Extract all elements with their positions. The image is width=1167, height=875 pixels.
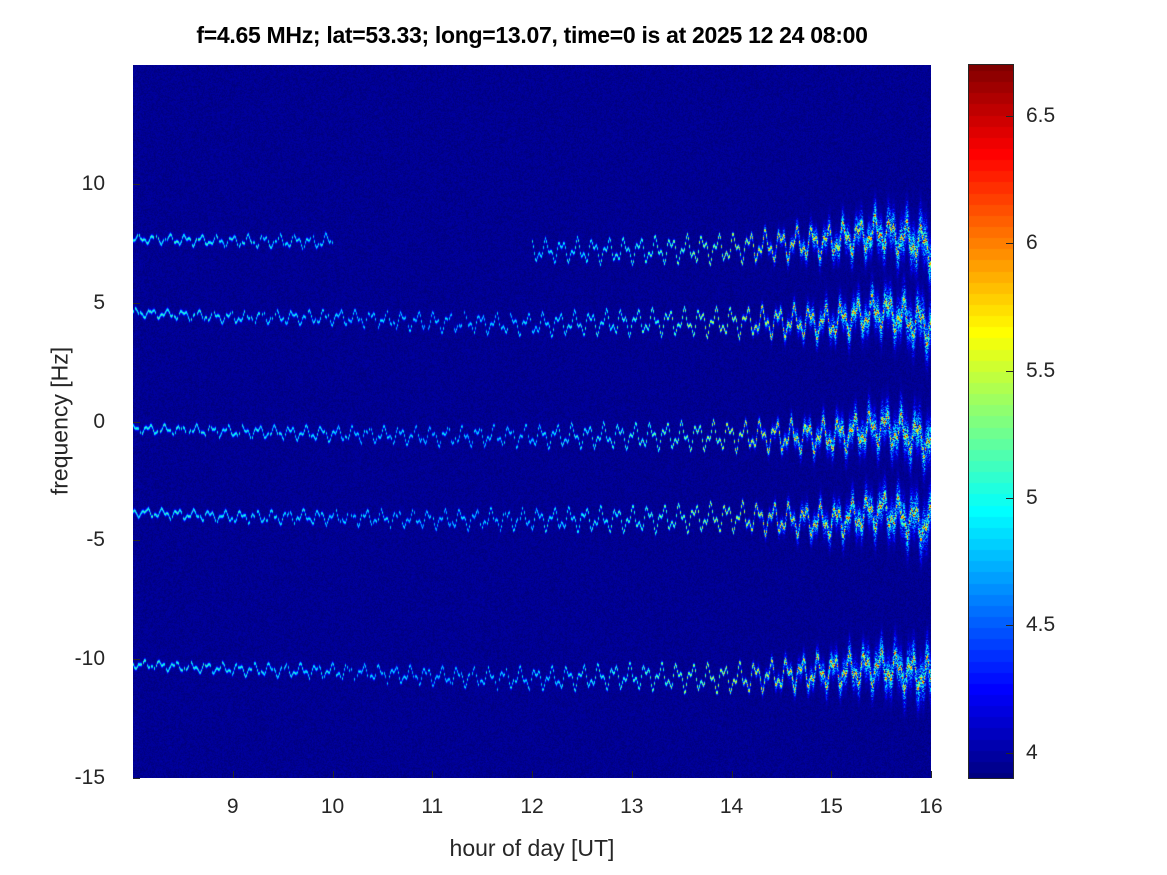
colorbar-tick-label: 5 [1026, 485, 1038, 509]
colorbar-tick-mark [1006, 752, 1013, 754]
colorbar-tick-label: 4.5 [1026, 613, 1056, 637]
colorbar-tick-label: 5.5 [1026, 358, 1056, 382]
colorbar-tick-label: 6.5 [1026, 103, 1056, 127]
y-tick-mark [133, 540, 140, 542]
y-tick-label: 0 [93, 409, 105, 433]
x-tick-label: 10 [320, 795, 345, 818]
x-tick-mark [831, 771, 833, 778]
y-tick-mark [133, 659, 140, 661]
x-axis-label: hour of day [UT] [449, 835, 615, 861]
y-tick-mark [133, 778, 140, 779]
x-tick-label: 14 [719, 795, 744, 818]
colorbar-tick-label: 6 [1026, 231, 1038, 255]
chart-title: f=4.65 MHz; lat=53.33; long=13.07, time=… [196, 22, 868, 48]
spectrogram-heatmap [133, 65, 931, 778]
y-tick-label: 10 [81, 171, 105, 195]
y-tick-mark [133, 302, 140, 304]
x-tick-label: 11 [421, 795, 444, 818]
y-tick-mark [133, 421, 140, 423]
y-tick-label: -15 [74, 766, 105, 789]
colorbar-tick-mark [1006, 243, 1013, 245]
x-tick-label: 15 [819, 795, 843, 818]
x-tick-label: 9 [226, 795, 239, 818]
y-tick-label: -10 [74, 647, 105, 671]
colorbar-tick-mark [1006, 370, 1013, 372]
colorbar-tick-mark [1006, 115, 1013, 117]
x-tick-label: 16 [919, 795, 943, 818]
y-tick-mark [133, 183, 140, 185]
x-tick-mark [931, 771, 932, 778]
y-tick-label: -5 [86, 528, 105, 552]
colorbar [968, 64, 1014, 779]
colorbar-tick-label: 4 [1026, 740, 1038, 764]
x-tick-mark [731, 771, 733, 778]
x-tick-label: 12 [520, 795, 544, 818]
x-tick-label: 13 [620, 795, 644, 818]
y-tick-label: 5 [93, 290, 105, 314]
x-tick-mark [532, 771, 533, 778]
x-tick-mark [332, 771, 334, 778]
x-tick-mark [432, 771, 434, 778]
colorbar-tick-mark [1006, 497, 1013, 499]
x-tick-mark [232, 771, 234, 778]
y-axis-label: frequency [Hz] [46, 346, 73, 496]
colorbar-tick-mark [1006, 625, 1013, 627]
x-tick-mark [631, 771, 633, 778]
